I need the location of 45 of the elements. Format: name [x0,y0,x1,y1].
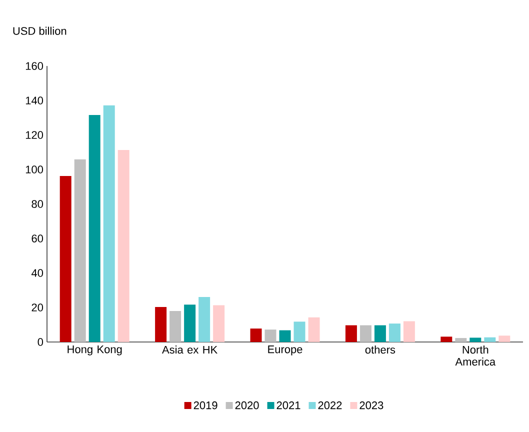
legend-label: 2023 [360,401,384,410]
x-tick-label: others [365,346,396,354]
legend-label: 2021 [276,401,300,410]
bar [374,325,386,342]
y-tick-label: 120 [26,131,44,139]
bar [250,328,262,342]
bar [170,310,182,342]
y-tick-label: 80 [32,200,44,208]
bar [455,338,467,342]
bar [118,150,130,342]
bar [198,296,210,342]
x-tick-label: Asia ex HK [162,346,218,354]
x-tick-label: Europe [268,346,302,356]
legend-label: 2020 [235,401,259,410]
bar [184,304,196,342]
y-tick-label: 20 [32,304,44,312]
legend-label: 2019 [194,401,218,410]
x-tick-label: Hong Kong [68,346,122,356]
bar [388,324,400,342]
bar [484,337,496,342]
bar [103,105,115,342]
bar [360,325,372,342]
bar [308,317,320,342]
y-tick-label: 160 [26,62,44,70]
y-tick-label: 40 [31,269,44,277]
bar [88,114,100,342]
bar [74,159,86,342]
bar [470,338,482,342]
bar [403,321,415,342]
bar [440,336,452,342]
y-tick-label: 0 [38,338,44,346]
y-tick-label: 60 [32,234,44,242]
bar [279,330,291,342]
y-tick-label: 100 [26,166,44,174]
y-axis-title: USD billion [13,26,66,35]
x-tick-label: North America [455,346,496,366]
bar [294,322,306,342]
bar [264,330,276,342]
bar [60,176,72,342]
bar [213,305,225,342]
y-tick-label: 140 [26,96,44,104]
bar [155,306,167,342]
legend-label: 2022 [318,401,342,410]
bar [345,325,357,342]
bar [498,336,510,342]
